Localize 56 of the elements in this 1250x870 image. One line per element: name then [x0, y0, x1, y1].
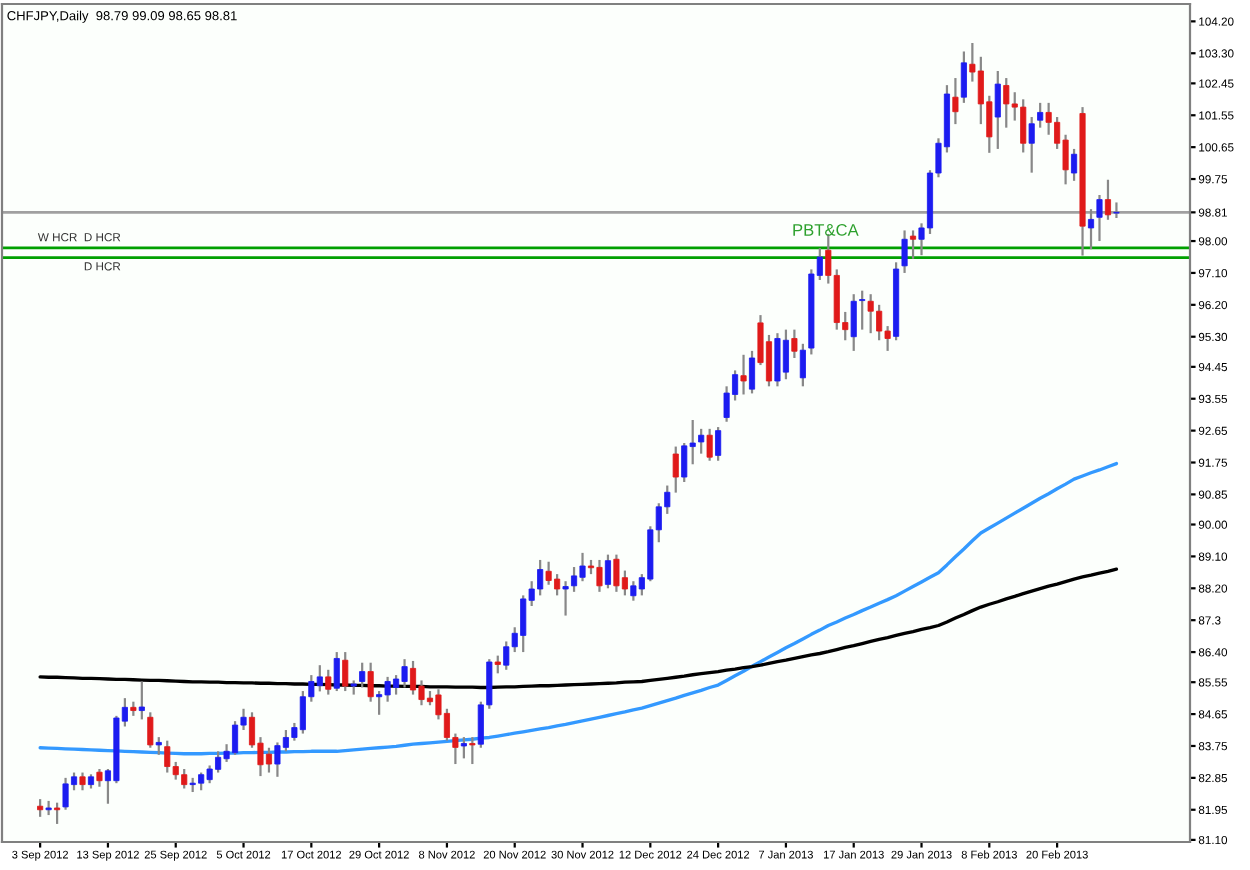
candlestick	[274, 741, 281, 778]
candlestick	[1037, 101, 1044, 129]
candlestick	[613, 553, 620, 593]
candlestick	[265, 746, 272, 774]
candlestick	[1096, 193, 1103, 243]
candlestick	[138, 680, 145, 721]
candlestick	[460, 736, 467, 760]
candlestick	[901, 229, 908, 275]
candlestick	[596, 558, 603, 593]
annotation: PBT&CA	[793, 224, 859, 236]
candlestick	[791, 328, 798, 360]
candlestick	[164, 739, 171, 774]
candlestick	[359, 661, 366, 689]
candlestick	[910, 229, 917, 260]
candlestick	[333, 650, 340, 693]
candlestick	[571, 565, 578, 593]
candlestick	[325, 668, 332, 696]
candlestick	[1003, 76, 1010, 129]
candlestick	[782, 328, 789, 381]
candlestick	[740, 353, 747, 396]
candlestick	[630, 580, 637, 602]
candlestick	[715, 425, 722, 462]
candlestick	[401, 658, 408, 689]
candlestick	[376, 689, 383, 716]
candlestick	[384, 675, 391, 703]
candlestick	[367, 661, 374, 703]
candlestick	[604, 553, 611, 590]
candlestick	[342, 650, 349, 693]
candlestick	[147, 711, 154, 749]
candlestick	[1045, 101, 1052, 136]
candlestick	[1028, 115, 1035, 174]
candlestick	[316, 664, 323, 693]
candlestick	[994, 69, 1001, 151]
candlestick	[706, 427, 713, 462]
candlestick	[409, 659, 417, 696]
candlestick	[562, 580, 569, 617]
candlestick	[62, 776, 69, 811]
candlestick	[469, 736, 476, 766]
candlestick	[503, 640, 510, 671]
candlestick	[681, 441, 688, 484]
candlestick	[859, 289, 866, 331]
candlestick	[1071, 147, 1078, 182]
candlestick	[579, 551, 586, 583]
candlestick	[545, 560, 552, 586]
candlestick	[960, 50, 967, 104]
candlestick	[748, 349, 756, 395]
candlestick	[1087, 208, 1095, 251]
candlestick	[54, 801, 61, 826]
candlestick	[799, 342, 806, 388]
candlestick	[672, 445, 679, 494]
candlestick	[850, 293, 857, 352]
candlestick	[774, 332, 781, 388]
candlestick	[1104, 178, 1112, 221]
candlestick	[867, 293, 874, 335]
candlestick	[1113, 201, 1120, 220]
candlestick	[952, 76, 959, 126]
